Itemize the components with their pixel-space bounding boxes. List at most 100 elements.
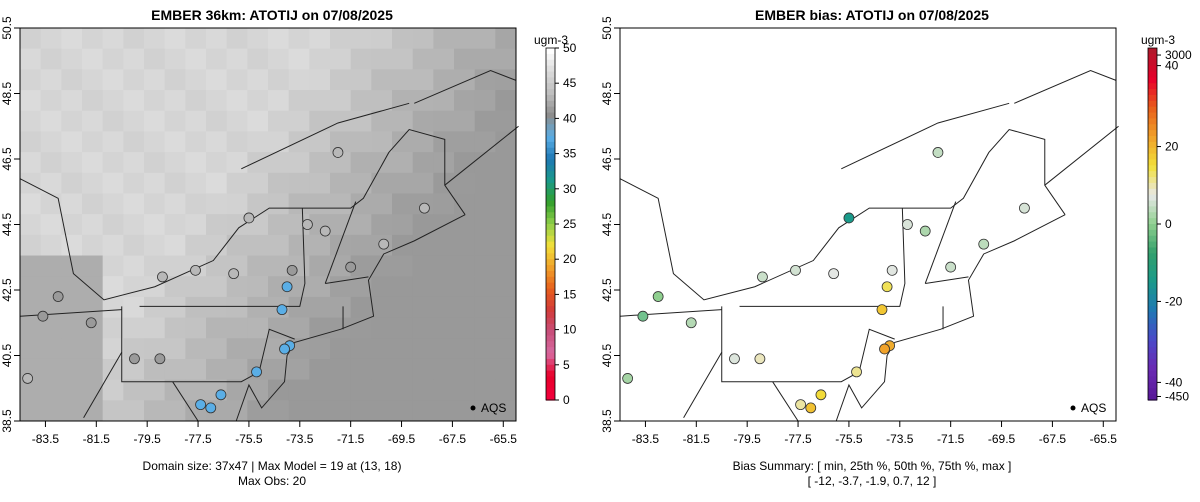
model-grid-cell bbox=[206, 193, 228, 215]
model-grid-cell bbox=[474, 234, 496, 257]
model-grid-cell bbox=[247, 172, 269, 194]
model-grid-cell bbox=[102, 400, 124, 422]
model-grid-cell bbox=[20, 193, 42, 215]
model-grid-cell bbox=[412, 296, 434, 319]
obs-point bbox=[332, 147, 344, 158]
model-grid-cell bbox=[164, 379, 186, 401]
model-grid-cell bbox=[309, 28, 331, 50]
colorbar-swatch bbox=[1148, 112, 1157, 119]
map-border-line bbox=[619, 309, 722, 317]
model-grid-cell bbox=[144, 358, 166, 381]
model-grid-cell bbox=[206, 48, 228, 70]
model-grid-cell bbox=[371, 172, 393, 194]
y-tick-label: 42.5 bbox=[600, 278, 614, 302]
model-grid-cell bbox=[102, 69, 124, 91]
colorbar-tick-label: 0 bbox=[563, 393, 570, 407]
model-grid-cell bbox=[102, 110, 124, 132]
model-grid-cell bbox=[40, 338, 62, 360]
colorbar-swatch bbox=[546, 229, 555, 237]
model-grid-cell bbox=[433, 69, 455, 91]
model-grid-cell bbox=[40, 317, 62, 339]
model-grid-cell bbox=[164, 69, 186, 91]
model-grid-cell bbox=[268, 379, 290, 401]
model-grid-cell bbox=[350, 296, 372, 319]
obs-point bbox=[190, 264, 201, 276]
model-grid-cell bbox=[206, 110, 228, 132]
colorbar-swatch bbox=[546, 118, 555, 125]
colorbar-swatch bbox=[1148, 182, 1157, 190]
colorbar-swatch bbox=[546, 353, 555, 360]
panel1-model-field bbox=[20, 28, 517, 422]
obs-point bbox=[622, 373, 634, 384]
model-grid-cell bbox=[288, 400, 310, 422]
colorbar-swatch bbox=[546, 376, 555, 383]
colorbar-swatch bbox=[1148, 235, 1157, 243]
model-grid-cell bbox=[61, 152, 83, 174]
colorbar-swatch bbox=[1148, 141, 1157, 149]
model-grid-cell bbox=[474, 90, 496, 112]
obs-point bbox=[851, 366, 862, 378]
colorbar-swatch bbox=[546, 341, 555, 348]
model-grid-cell bbox=[392, 172, 414, 194]
model-grid-cell bbox=[102, 338, 124, 360]
model-grid-cell bbox=[226, 276, 248, 298]
model-grid-cell bbox=[433, 276, 455, 298]
map-border-line bbox=[121, 306, 295, 383]
model-grid-cell bbox=[226, 131, 248, 153]
model-grid-cell bbox=[247, 110, 269, 132]
colorbar-swatch bbox=[1148, 282, 1157, 290]
panel1-title: EMBER 36km: ATOTIJ on 07/08/2025 bbox=[151, 7, 393, 23]
model-grid-cell bbox=[123, 131, 145, 153]
obs-point bbox=[279, 343, 290, 355]
panel2-title: EMBER bias: ATOTIJ on 07/08/2025 bbox=[755, 7, 989, 23]
model-grid-cell bbox=[288, 172, 310, 194]
model-grid-cell bbox=[454, 255, 476, 277]
model-grid-cell bbox=[495, 234, 517, 257]
model-grid-cell bbox=[123, 234, 145, 257]
colorbar-swatch bbox=[1148, 300, 1157, 307]
model-grid-cell bbox=[268, 131, 290, 153]
model-grid-cell bbox=[288, 296, 310, 319]
map-border-line bbox=[772, 381, 799, 422]
model-grid-cell bbox=[144, 296, 166, 319]
model-grid-cell bbox=[123, 172, 145, 194]
model-grid-cell bbox=[61, 379, 83, 401]
model-grid-cell bbox=[123, 69, 145, 91]
model-grid-cell bbox=[433, 234, 455, 257]
panel1-note-line2: Max Obs: 20 bbox=[238, 474, 306, 488]
model-grid-cell bbox=[412, 131, 434, 153]
colorbar-swatch bbox=[546, 253, 555, 260]
model-grid-cell bbox=[82, 28, 104, 50]
model-grid-cell bbox=[82, 296, 104, 319]
model-grid-cell bbox=[454, 90, 476, 112]
y-tick-label: 48.5 bbox=[0, 81, 14, 105]
model-grid-cell bbox=[268, 358, 290, 381]
colorbar-swatch bbox=[1148, 124, 1157, 131]
model-grid-cell bbox=[433, 400, 455, 422]
panel1-note-line1: Domain size: 37x47 | Max Model = 19 at (… bbox=[143, 459, 402, 473]
model-grid-cell bbox=[433, 110, 455, 132]
model-grid-cell bbox=[371, 90, 393, 112]
colorbar-swatch bbox=[1148, 376, 1157, 383]
model-grid-cell bbox=[164, 193, 186, 215]
model-grid-cell bbox=[123, 379, 145, 401]
model-grid-cell bbox=[123, 317, 145, 339]
colorbar-swatch bbox=[546, 59, 555, 67]
panel1-x-ticks: -83.5 -81.5 -79.5 -77.5 -75.5 -73.5 -71.5 -69.5… bbox=[32, 421, 517, 446]
model-grid-cell bbox=[206, 214, 228, 236]
model-grid-cell bbox=[288, 69, 310, 91]
model-grid-cell bbox=[495, 152, 517, 174]
colorbar-swatch bbox=[1148, 118, 1157, 125]
model-grid-cell bbox=[412, 69, 434, 91]
colorbar-tick-label: 20 bbox=[1165, 140, 1179, 154]
model-grid-cell bbox=[40, 48, 62, 70]
colorbar-swatch bbox=[546, 177, 555, 184]
panel1-map-borders bbox=[19, 70, 519, 422]
model-grid-cell bbox=[371, 110, 393, 132]
x-tick-label: -81.5 bbox=[683, 432, 711, 446]
x-tick-label: -69.5 bbox=[388, 432, 416, 446]
model-grid-cell bbox=[82, 400, 104, 422]
obs-point bbox=[157, 271, 168, 283]
model-grid-cell bbox=[412, 152, 434, 174]
